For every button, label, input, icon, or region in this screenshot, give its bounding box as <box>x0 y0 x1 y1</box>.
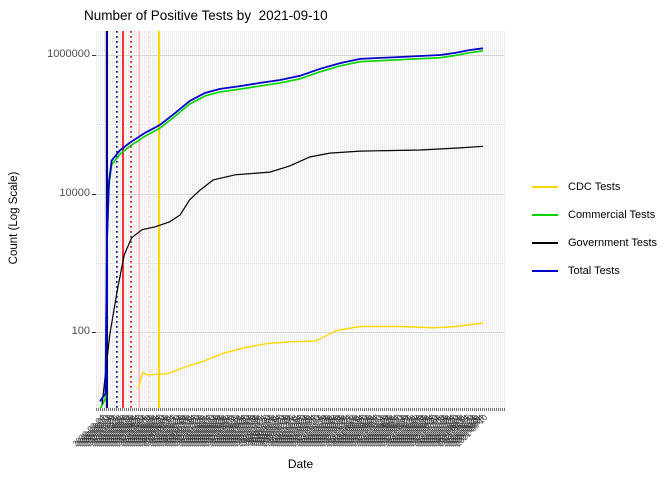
legend-line-swatch <box>532 270 558 272</box>
y-tick-label: 10000 <box>59 186 90 199</box>
y-tick-mark <box>92 55 96 56</box>
y-tick-label: 100 <box>71 325 90 337</box>
plot-panel <box>96 31 505 408</box>
series-line-commercial-tests <box>99 50 484 408</box>
legend-item: Commercial Tests <box>532 201 657 229</box>
series-line-total-tests <box>99 47 484 402</box>
gridline <box>96 193 505 195</box>
gridline <box>96 55 505 56</box>
legend-item: Government Tests <box>532 229 657 257</box>
gridline <box>96 262 505 264</box>
legend-line-swatch <box>532 242 558 244</box>
legend-label: Government Tests <box>568 237 658 249</box>
y-tick-mark <box>92 193 96 195</box>
series-line-cdc-tests <box>137 322 484 390</box>
x-axis-tick-marks <box>96 408 505 411</box>
legend-item: Total Tests <box>532 257 657 285</box>
y-tick-label: 1000000 <box>47 48 90 60</box>
plot-title: Number of Positive Tests by 2021-09-10 <box>84 8 328 23</box>
legend: CDC Tests Commercial Tests Government Test… <box>532 173 657 285</box>
legend-label: CDC Tests <box>568 181 621 193</box>
gridline <box>96 332 505 333</box>
chart-lines-svg <box>99 31 484 408</box>
legend-label: Total Tests <box>568 265 620 277</box>
legend-item: CDC Tests <box>532 173 657 201</box>
x-axis-tick-labels: 2020-03-04 2020-03-07 2020-03-10 2020-03-13… <box>0 413 672 460</box>
series-line-government-tests <box>101 145 484 405</box>
legend-line-swatch <box>532 214 558 216</box>
x-axis-title: Date <box>287 457 314 471</box>
gridline <box>96 401 505 403</box>
legend-label: Commercial Tests <box>568 209 656 221</box>
legend-line-swatch <box>532 186 558 188</box>
gridline <box>96 124 505 126</box>
y-tick-mark <box>92 332 96 333</box>
y-axis-title: Count (Log Scale) <box>8 171 20 265</box>
